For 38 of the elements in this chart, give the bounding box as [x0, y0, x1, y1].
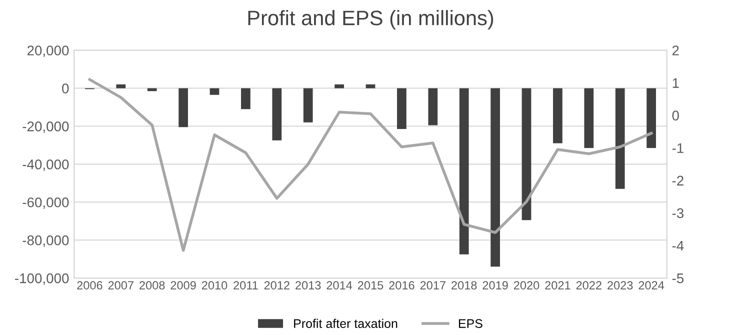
y2-tick-label: 1: [672, 78, 679, 88]
x-tick-label: 2024: [638, 281, 664, 290]
x-tick-label: 2016: [389, 281, 414, 290]
x-tick-label: 2013: [296, 281, 321, 290]
y2-tick-label: -3: [672, 208, 684, 218]
y-tick-label: 0: [62, 84, 69, 94]
x-tick-label: 2010: [202, 281, 228, 290]
y2-tick-label: 2: [672, 46, 679, 56]
x-tick-label: 2019: [482, 281, 508, 290]
x-tick-label: 2009: [170, 281, 196, 290]
line-series: [88, 78, 653, 252]
x-tick-label: 2015: [358, 281, 384, 290]
x-tick-label: 2020: [514, 281, 540, 290]
x-tick-label: 2018: [452, 281, 477, 290]
y-tick-label: 20,000: [27, 46, 69, 58]
chart-title: Profit and EPS (in millions): [248, 10, 494, 30]
y-tick-label: -60,000: [22, 197, 69, 209]
y2-tick-label: 0: [672, 110, 679, 121]
x-tick-label: 2012: [264, 281, 290, 290]
y2-tick-label: -2: [672, 176, 684, 186]
y2-tick-label: -4: [672, 240, 684, 251]
x-tick-label: 2008: [140, 281, 165, 290]
y2-tick-label: -5: [672, 274, 684, 284]
x-tick-label: 2011: [234, 281, 258, 290]
legend-label: EPS: [458, 319, 482, 328]
y-tick-label: -80,000: [22, 235, 69, 247]
y-tick-label: -40,000: [22, 159, 69, 171]
x-tick-label: 2017: [420, 281, 446, 290]
x-tick-label: 2007: [108, 281, 134, 290]
x-tick-label: 2022: [576, 281, 602, 290]
x-tick-label: 2014: [326, 281, 352, 290]
x-tick-label: 2023: [608, 281, 633, 290]
y2-tick-label: -1: [672, 143, 684, 153]
y-tick-label: -20,000: [22, 122, 69, 133]
x-tick-label: 2006: [77, 281, 102, 290]
legend-label: Profit after taxation: [294, 318, 398, 328]
y-tick-label: -100,000: [15, 273, 69, 285]
x-tick-label: 2021: [545, 281, 570, 290]
